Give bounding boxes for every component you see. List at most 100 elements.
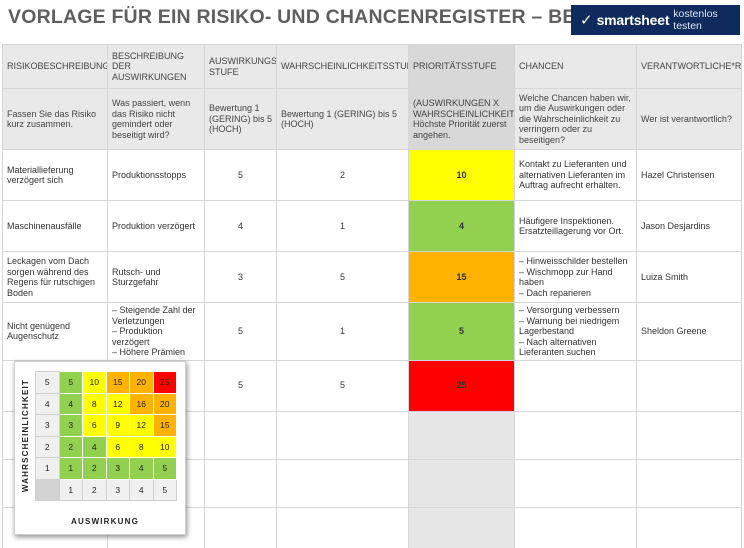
cell-priority: 4 [408, 200, 515, 252]
matrix-x-label: 3 [105, 478, 130, 501]
cell-likelihood: 5 [276, 359, 409, 412]
matrix-cell: 25 [152, 371, 177, 394]
empty-cell [408, 506, 515, 548]
cell-likelihood: 1 [276, 200, 409, 252]
matrix-cell: 15 [152, 414, 177, 437]
matrix-y-label: 1 [35, 457, 60, 480]
cell-impact-level: 5 [204, 302, 277, 361]
cell-likelihood: 5 [276, 251, 409, 303]
guide-row: Fassen Sie das Risiko kurz zusammen. Was… [2, 88, 742, 150]
empty-cell [636, 458, 742, 508]
empty-cell [514, 506, 637, 548]
empty-cell [514, 410, 637, 460]
header-likelihood: WAHRSCHEINLICHKEITSSTUFE [276, 44, 409, 89]
empty-cell [636, 410, 742, 460]
empty-cell [276, 458, 409, 508]
matrix-row: 5 5 10 15 20 25 [35, 371, 177, 394]
matrix-cell: 3 [58, 414, 83, 437]
cell-priority: 15 [408, 251, 515, 303]
cell-chances: Kontakt zu Lieferanten und alternativen … [514, 149, 637, 201]
cell-owner: Luiza Smith [636, 251, 742, 303]
matrix-cell: 9 [105, 414, 130, 437]
cell-impact-desc: Rutsch- und Sturzgefahr [107, 251, 205, 303]
smartsheet-check-icon: ✓ [580, 12, 593, 29]
cell-impact-desc: Produktionsstopps [107, 149, 205, 201]
cell-impact-desc: Produktion verzögert [107, 200, 205, 252]
guide-cell: Welche Chancen haben wir, um die Auswirk… [514, 88, 637, 150]
table-row: Nicht genügend Augenschutz – Steigende Za… [2, 302, 742, 361]
table-row: Materiallieferung verzögert sich Produkti… [2, 149, 742, 201]
matrix-corner [35, 478, 60, 501]
matrix-cell: 10 [82, 371, 107, 394]
guide-cell: Bewertung 1 (GERING) bis 5 (HOCH) [276, 88, 409, 150]
cell-impact-level: 5 [204, 359, 277, 412]
cell-chances: Häufigere Inspektionen. Ersatzteillageru… [514, 200, 637, 252]
smartsheet-trial-button[interactable]: ✓ smartsheet kostenlos testen [571, 5, 740, 35]
cell-priority: 10 [408, 149, 515, 201]
guide-cell: Fassen Sie das Risiko kurz zusammen. [2, 88, 108, 150]
cell-owner: Hazel Christensen [636, 149, 742, 201]
cell-chances: – Versorgung verbessern – Warnung bei nie… [514, 302, 637, 361]
matrix-cell: 10 [152, 435, 177, 458]
matrix-x-label: 2 [82, 478, 107, 501]
guide-cell: Wer ist verantwortlich? [636, 88, 742, 150]
header-owner: VERANTWORTLICHE*R [636, 44, 742, 89]
cell-risk: Leckagen vom Dach sorgen während des Reg… [2, 251, 108, 303]
matrix-y-label: 2 [35, 435, 60, 458]
header-impact-desc: BESCHREIBUNG DER AUSWIRKUNGEN [107, 44, 205, 89]
matrix-y-axis: WAHRSCHEINLICHKEIT [17, 370, 33, 502]
risk-matrix-grid: 5 5 10 15 20 25 4 4 8 12 16 20 3 3 6 9 12 15 2 2 4 6 8 10 1 1 2 3 4 5… [35, 371, 177, 501]
matrix-x-label: 4 [129, 478, 154, 501]
matrix-cell: 2 [58, 435, 83, 458]
empty-cell [204, 458, 277, 508]
matrix-cell: 6 [105, 435, 130, 458]
empty-cell [204, 506, 277, 548]
cell-likelihood: 2 [276, 149, 409, 201]
matrix-cell: 4 [129, 457, 154, 480]
cell-owner: Sheldon Greene [636, 302, 742, 361]
matrix-row: 3 3 6 9 12 15 [35, 414, 177, 437]
matrix-cell: 5 [58, 371, 83, 394]
matrix-cell: 4 [82, 435, 107, 458]
matrix-cell: 20 [152, 392, 177, 415]
empty-cell [204, 410, 277, 460]
cell-risk: Nicht genügend Augenschutz [2, 302, 108, 361]
cell-risk: Materiallieferung verzögert sich [2, 149, 108, 201]
risk-matrix-card: WAHRSCHEINLICHKEIT 5 5 10 15 20 25 4 4 8 12 16 20 3 3… [14, 361, 186, 535]
page-title: VORLAGE FÜR EIN RISIKO- UND CHANCENREGIS… [8, 6, 639, 28]
cell-impact-desc: – Steigende Zahl der Verletzungen – Produ… [107, 302, 205, 361]
matrix-cell: 16 [129, 392, 154, 415]
matrix-x-axis-label: AUSWIRKUNG [71, 517, 139, 526]
cell-chances: – Hinweisschilder bestellen – Wischmopp z… [514, 251, 637, 303]
matrix-row: 2 2 4 6 8 10 [35, 435, 177, 458]
matrix-y-label: 4 [35, 392, 60, 415]
table-row: Leckagen vom Dach sorgen während des Reg… [2, 251, 742, 303]
trial-cta: kostenlos testen [673, 8, 718, 32]
guide-cell: Bewertung 1 (GERING) bis 5 (HOCH) [204, 88, 277, 150]
header-chances: CHANCEN [514, 44, 637, 89]
empty-cell [636, 506, 742, 548]
header-priority: PRIORITÄTSSTUFE [408, 44, 515, 89]
matrix-cell: 4 [58, 392, 83, 415]
register-body: Materiallieferung verzögert sich Produkti… [2, 149, 742, 548]
brand-name: smartsheet [596, 12, 670, 28]
matrix-y-label: 5 [35, 371, 60, 394]
risk-register-table: RISIKOBESCHREIBUNG BESCHREIBUNG DER AUSW… [2, 44, 742, 548]
empty-cell [276, 506, 409, 548]
cell-priority: 5 [408, 302, 515, 361]
header-impact-level: AUSWIRKUNGS STUFE [204, 44, 277, 89]
matrix-x-label: 5 [152, 478, 177, 501]
header-risk: RISIKOBESCHREIBUNG [2, 44, 108, 89]
guide-cell: (AUSWIRKUNGEN X WAHRSCHEINLICHKEIT) Höch… [408, 88, 515, 150]
matrix-cell: 12 [105, 392, 130, 415]
empty-cell [276, 410, 409, 460]
cell-chances [514, 359, 637, 412]
header-row: RISIKOBESCHREIBUNG BESCHREIBUNG DER AUSW… [2, 44, 742, 89]
matrix-cell: 20 [129, 371, 154, 394]
cell-owner: Jason Desjardins [636, 200, 742, 252]
empty-cell [514, 458, 637, 508]
guide-cell: Was passiert, wenn das Risiko nicht gemi… [107, 88, 205, 150]
cell-owner [636, 359, 742, 412]
